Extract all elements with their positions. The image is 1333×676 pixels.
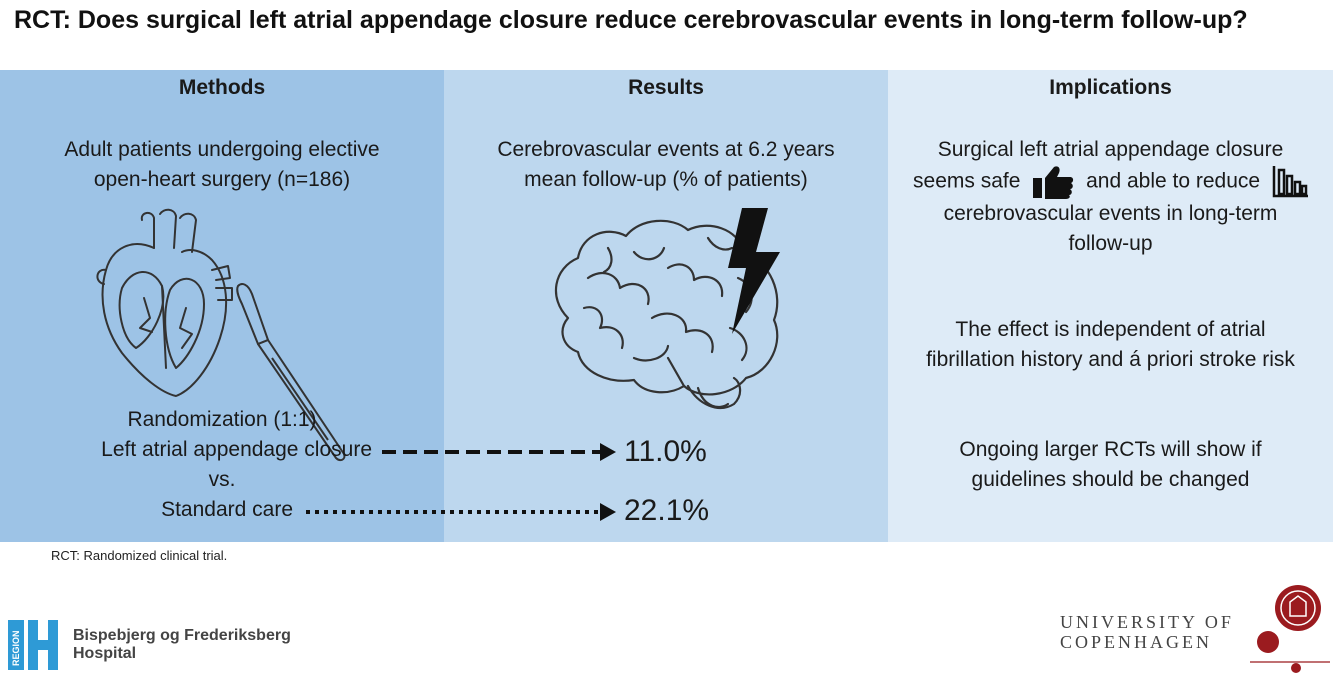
heart-icon — [96, 208, 233, 397]
outcome-line-2: mean follow-up (% of patients) — [524, 168, 808, 191]
implication-1-line-2b: and able to reduce — [1086, 169, 1261, 193]
hospital-logo: REGION — [8, 620, 58, 670]
lightning-icon — [728, 208, 780, 334]
standard-event-rate: 22.1% — [624, 494, 710, 527]
implication-1-line-2: seems safe and able to reduce — [888, 165, 1333, 199]
closure-event-rate: 11.0% — [624, 435, 707, 468]
implication-future: Ongoing larger RCTs will show if guideli… — [888, 435, 1333, 495]
implication-independence: The effect is independent of atrial fibr… — [888, 315, 1333, 375]
hospital-name-line-2: Hospital — [73, 645, 137, 662]
outcome-line-1: Cerebrovascular events at 6.2 years — [497, 138, 835, 161]
population-line-2: open-heart surgery (n=186) — [93, 168, 351, 191]
implication-2-line-1: The effect is independent of atrial — [955, 318, 1266, 341]
arm-1-label: Left atrial appendage closure — [101, 438, 372, 461]
randomization-label: Randomization (1:1) — [127, 408, 317, 431]
university-line-1: UNIVERSITY OF — [1060, 612, 1234, 632]
results-heading: Results — [628, 76, 704, 99]
implication-1-line-2a: seems safe — [913, 169, 1021, 193]
hospital-name: Bispebjerg og Frederiksberg Hospital — [73, 627, 291, 663]
footnote: RCT: Randomized clinical trial. — [51, 548, 228, 563]
university-line-2: COPENHAGEN — [1060, 632, 1213, 652]
thumbs-up-icon — [1033, 166, 1074, 199]
results-panel: Results Cerebrovascular events at 6.2 ye… — [306, 70, 888, 542]
arrow-standard — [306, 503, 616, 521]
university-seal — [1250, 585, 1330, 673]
arm-2-label: Standard care — [161, 498, 293, 521]
methods-heading: Methods — [178, 76, 266, 99]
implication-2-line-2: fibrillation history and á priori stroke… — [926, 348, 1295, 371]
hospital-name-line-1: Bispebjerg og Frederiksberg — [73, 627, 291, 644]
implication-1-line-3: cerebrovascular events in long-term — [943, 202, 1278, 225]
brain-icon — [554, 219, 779, 410]
vs-label: vs. — [208, 468, 236, 491]
implications-panel: Implications Surgical left atrial append… — [888, 70, 1333, 542]
implication-safety: Surgical left atrial appendage closure s… — [888, 135, 1333, 259]
implication-1-line-4: follow-up — [1068, 232, 1153, 255]
hospital-logo-text: REGION — [11, 630, 21, 666]
methods-panel: Methods Adult patients undergoing electi… — [0, 70, 444, 542]
bar-chart-icon — [1272, 166, 1308, 198]
implication-3-line-1: Ongoing larger RCTs will show if — [959, 438, 1262, 461]
implication-3-line-2: guidelines should be changed — [971, 468, 1250, 491]
university-name: UNIVERSITY OF COPENHAGEN — [1060, 612, 1234, 652]
population-line-1: Adult patients undergoing elective — [64, 138, 380, 161]
implications-heading: Implications — [1049, 76, 1172, 99]
methods-population: Adult patients undergoing elective open-… — [0, 135, 444, 195]
implication-1-line-1: Surgical left atrial appendage closure — [937, 138, 1284, 161]
page-title: RCT: Does surgical left atrial appendage… — [14, 6, 1248, 34]
results-outcome: Cerebrovascular events at 6.2 years mean… — [444, 135, 888, 195]
scalpel-icon — [236, 283, 346, 462]
arrow-closure — [382, 443, 616, 461]
